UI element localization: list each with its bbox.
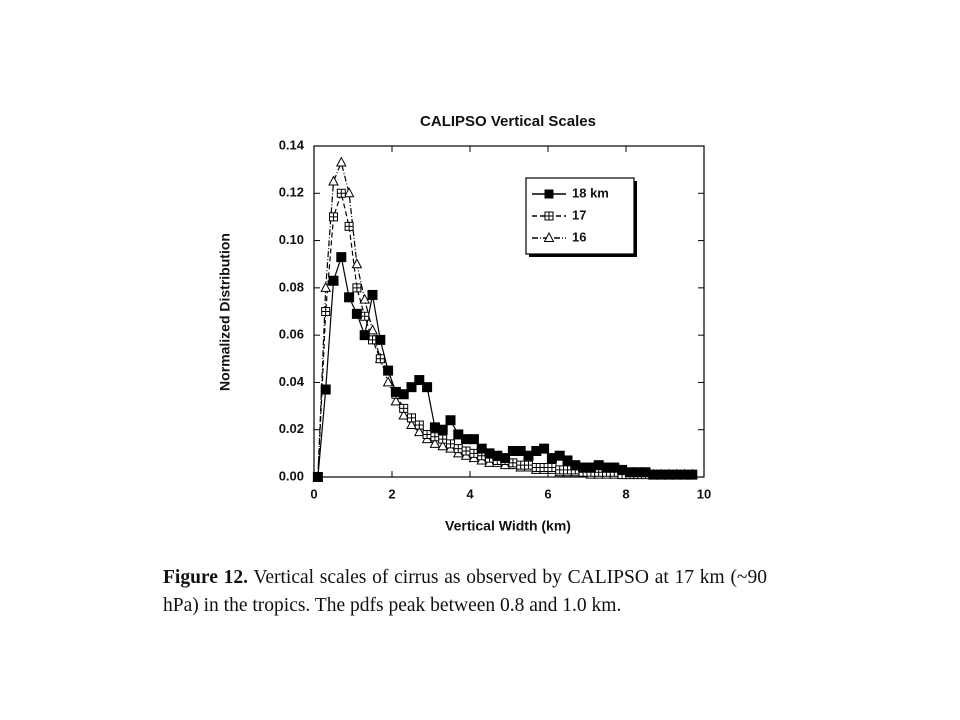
y-tick-label: 0.02: [279, 421, 304, 436]
marker: [516, 460, 526, 470]
marker: [329, 212, 338, 222]
marker: [351, 258, 363, 269]
marker: [406, 418, 417, 429]
marker: [375, 354, 385, 364]
x-tick-label: 6: [544, 486, 551, 501]
marker: [383, 365, 394, 376]
x-tick-label: 8: [622, 486, 629, 501]
marker: [368, 335, 377, 345]
marker: [446, 439, 455, 449]
y-tick-label: 0.04: [279, 374, 305, 389]
marker: [406, 382, 417, 393]
marker: [438, 434, 448, 444]
marker: [524, 460, 533, 470]
x-tick-label: 10: [697, 486, 711, 501]
marker: [344, 292, 355, 303]
marker: [344, 221, 354, 231]
marker: [555, 465, 565, 475]
marker: [320, 281, 332, 292]
marker: [312, 472, 323, 482]
y-tick-label: 0.06: [279, 327, 304, 342]
marker: [539, 463, 549, 473]
marker: [429, 437, 441, 448]
marker: [336, 252, 347, 263]
marker: [413, 426, 425, 437]
marker: [336, 188, 346, 198]
marker: [359, 293, 371, 304]
y-tick-label: 0.14: [279, 137, 305, 152]
x-axis-label: Vertical Width (km): [445, 518, 571, 534]
marker: [321, 307, 331, 316]
legend-label: 17: [572, 207, 586, 222]
marker: [500, 453, 511, 464]
y-tick-label: 0.12: [279, 185, 304, 200]
marker: [445, 415, 456, 426]
legend-marker: [544, 189, 554, 199]
marker: [360, 311, 370, 321]
marker: [335, 156, 347, 167]
marker: [343, 187, 355, 198]
marker: [461, 446, 471, 456]
marker: [531, 463, 541, 473]
legend-label: 18 km: [572, 185, 609, 200]
marker: [414, 375, 425, 386]
marker: [398, 389, 409, 400]
x-tick-label: 4: [466, 486, 474, 501]
marker: [468, 434, 479, 445]
chart: CALIPSO Vertical Scales Vertical Width (…: [217, 113, 712, 534]
marker: [508, 458, 518, 468]
marker: [390, 395, 402, 406]
x-tick-label: 0: [310, 486, 317, 501]
marker: [375, 334, 386, 345]
marker: [469, 448, 479, 458]
marker: [367, 324, 378, 335]
marker: [382, 376, 394, 387]
marker: [328, 175, 339, 186]
x-tick-label: 2: [388, 486, 395, 501]
caption-text: Vertical scales of cirrus as observed by…: [163, 567, 767, 616]
marker: [352, 283, 362, 293]
marker: [547, 463, 557, 473]
marker: [328, 275, 339, 286]
marker: [422, 382, 433, 393]
legend-marker: [544, 211, 554, 221]
marker: [351, 308, 362, 319]
marker: [407, 413, 416, 423]
marker: [453, 444, 463, 454]
marker: [687, 469, 698, 480]
marker: [430, 432, 440, 442]
marker: [399, 403, 409, 413]
marker: [414, 420, 424, 430]
marker: [437, 440, 449, 451]
legend-label: 16: [572, 229, 586, 244]
chart-title: CALIPSO Vertical Scales: [420, 113, 596, 130]
legend-marker: [543, 231, 555, 242]
caption-label: Figure 12.: [163, 567, 249, 588]
plot-frame: [313, 145, 705, 478]
y-tick-label: 0.08: [279, 279, 304, 294]
y-axis-label: Normalized Distribution: [217, 233, 233, 391]
marker: [367, 289, 378, 300]
y-tick-label: 0.10: [279, 232, 304, 247]
marker: [320, 384, 331, 395]
marker: [359, 330, 370, 341]
y-tick-label: 0.00: [279, 468, 304, 483]
marker: [398, 409, 410, 420]
caption: Figure 12. Vertical scales of cirrus as …: [163, 564, 767, 620]
marker: [539, 443, 550, 454]
marker: [422, 429, 432, 439]
marker: [437, 424, 448, 435]
